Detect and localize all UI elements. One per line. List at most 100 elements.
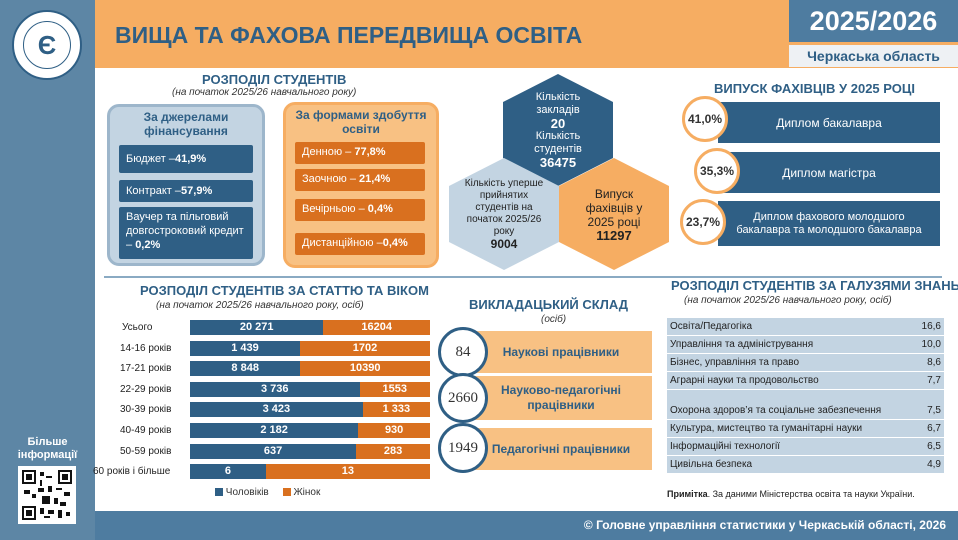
bar-female: 930 [358,423,430,438]
financing-contract: Контракт – 57,9% [119,180,253,202]
financing-voucher-value: 0,2% [135,239,161,251]
legend-male-label: Чоловіків [225,487,269,498]
field-value: 8,6 [914,353,944,372]
form-evening: Вечірньою – 0,4% [295,199,425,221]
table-row: Освіта/Педагогіка 16,6 [667,318,944,336]
form-distance-value: 0,4% [382,237,408,249]
table-row: Аграрні науки та продовольство 7,7 [667,371,944,390]
form-evening-label: Вечірньою – [302,203,368,215]
legend-female-label: Жінок [293,487,321,498]
age-sex-title: РОЗПОДІЛ СТУДЕНТІВ ЗА СТАТТЮ ТА ВІКОМ [140,283,429,298]
graduates-master-pct: 35,3% [694,148,740,194]
field-value: 7,7 [914,371,944,390]
form-distance: Дистанційною –0,4% [295,233,425,255]
financing-contract-value: 57,9% [181,185,213,197]
year-badge: 2025/2026 [789,0,958,42]
staff-pedagogical-label: Педагогічні працівники [470,428,652,470]
table-row: Управління та адміністрування 10,0 [667,335,944,354]
fields-subtitle: (на початок 2025/26 навчального року, ос… [684,295,892,306]
bar-male: 8 848 [190,361,301,377]
age-sex-chart: Усього 20 271 16204 14-16 років 1 439 1702 17-… [93,318,435,488]
age-row-label: 40-49 років [120,425,172,436]
staff-scientists-label: Наукові працівники [470,331,652,373]
legend-female-swatch [282,488,291,497]
qr-code-graphic [22,470,72,520]
graduates-bachelor-bar: Диплом бакалавра [718,102,940,143]
distribution-subtitle: (на початок 2025/26 навчального року) [172,87,357,98]
students-value: 36475 [539,155,577,170]
study-form-title: За формами здобуття освіти [295,108,427,136]
bar-male: 637 [190,443,357,459]
form-fulltime-label: Денною – [302,146,355,158]
staff-title: ВИКЛАДАЦЬКИЙ СКЛАД [469,297,628,312]
financing-budget-value: 41,9% [174,153,207,165]
staff-academic-value: 2660 [438,373,488,423]
field-value: 6,7 [914,419,944,438]
age-row-label: 60 років і більше [93,466,171,478]
table-row: Культура, мистецтво та гуманітарні науки… [667,419,944,438]
financing-budget: Бюджет – 41,9% [119,145,253,173]
more-info-label: Більше інформації [17,436,78,461]
graduates-bachelor-pct: 41,0% [682,96,728,142]
note-text: . За даними Міністерства освіта та науки… [707,489,915,499]
distribution-title: РОЗПОДІЛ СТУДЕНТІВ [202,72,347,87]
table-row: Охорона здоров’я та соціальне забезпечен… [667,389,944,420]
footer: © Головне управління статистики у Черкас… [95,511,958,540]
field-name: Аграрні науки та продовольство [667,371,914,390]
emblem-symbol: Є [23,21,71,69]
field-name: Бізнес, управління та право [667,353,914,372]
bar-male: 1 439 [190,340,300,356]
field-value: 4,9 [914,455,944,474]
table-row: Цивільна безпека 4,9 [667,455,944,474]
bar-male: 3 423 [190,402,363,418]
form-parttime-label: Заочною – [302,173,360,185]
students-label: Кількість студентів [534,130,582,155]
staff-scientists-value: 84 [438,327,488,377]
institutions-value: 20 [550,116,566,131]
bar-male: 2 182 [190,423,359,438]
bar-female: 10390 [300,361,430,377]
bar-male: 20 271 [190,320,324,335]
field-value: 6,5 [914,437,944,456]
page-title: ВИЩА ТА ФАХОВА ПЕРЕДВИЩА ОСВІТА [115,22,583,48]
bar-female: 1553 [359,381,430,397]
bar-female: 16204 [323,320,430,335]
bar-female: 1702 [299,340,430,356]
region-label: Черкаська область [789,45,958,67]
legend-male-swatch [215,488,223,497]
graduates-title: ВИПУСК ФАХІВЦІВ У 2025 РОЦІ [714,81,915,96]
age-row-label: Усього [122,322,153,333]
age-row-label: 22-29 років [120,383,172,395]
bar-female: 283 [356,443,430,459]
graduates-junior-bar: Диплом фахового молодшого бакалавра та м… [718,201,940,246]
note-bold: Примітка [667,489,708,499]
form-parttime: Заочною – 21,4% [295,169,425,191]
financing-contract-label: Контракт – [126,185,182,197]
admitted-label: Кількість уперше прийнятих студентів на … [464,177,544,237]
sidebar [0,0,95,540]
form-fulltime-value: 77,8% [354,146,386,158]
field-value: 10,0 [914,335,944,354]
section-divider [104,276,942,278]
derzhstat-emblem-icon[interactable]: Є [12,10,82,80]
qr-code-icon[interactable] [18,466,76,524]
age-row-label: 14-16 років [120,342,172,354]
graduates-junior-pct: 23,7% [680,199,726,245]
age-row-label: 30-39 років [120,404,172,416]
age-row-label: 50-59 років [120,445,172,457]
graduates-master-bar: Диплом магістра [718,152,940,193]
field-value: 7,5 [914,389,944,420]
age-row-label: 17-21 років [120,363,172,375]
admitted-value: 9004 [490,236,518,251]
fields-table: Освіта/Педагогіка 16,6 Управління та адмін… [667,318,944,474]
age-sex-legend: Чоловіків Жінок [215,487,320,498]
field-name: Управління та адміністрування [667,335,914,354]
staff-academic-label: Науково-педагогічні працівники [470,376,652,420]
field-name: Цивільна безпека [667,455,914,474]
staff-pedagogical-value: 1949 [438,423,488,473]
financing-budget-label: Бюджет – [126,153,175,165]
financing-voucher: Ваучер та пільговий довгостроковий креди… [119,207,253,259]
graduates-hex-label: Випуск фахівців у 2025 році [585,186,643,229]
age-sex-subtitle: (на початок 2025/26 навчального року, ос… [156,300,364,311]
table-row: Інформаційні технології 6,5 [667,437,944,456]
